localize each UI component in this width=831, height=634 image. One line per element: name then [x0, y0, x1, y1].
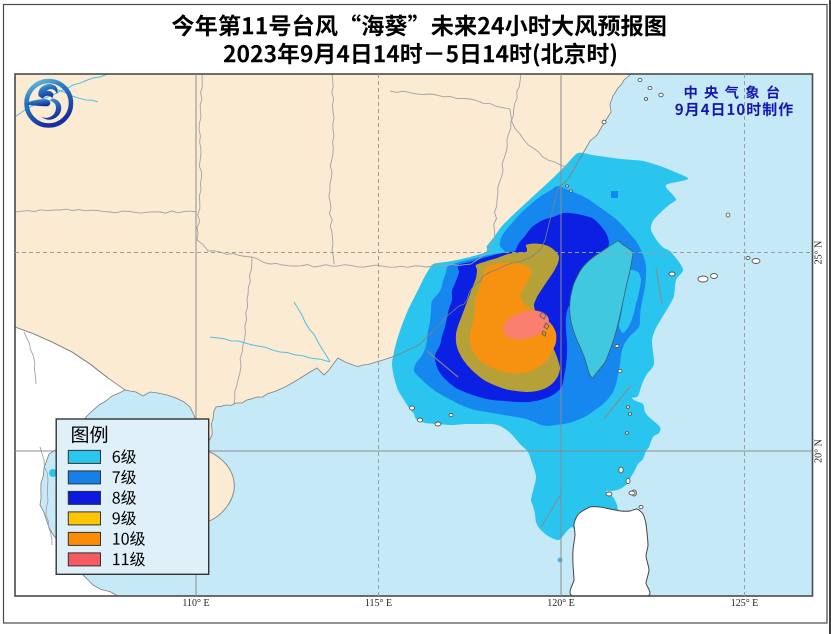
svg-text:20° N: 20° N — [814, 439, 825, 463]
svg-text:125° E: 125° E — [731, 598, 759, 609]
svg-text:120° E: 120° E — [547, 598, 575, 609]
svg-text:115° E: 115° E — [365, 598, 392, 609]
svg-text:25° N: 25° N — [814, 241, 825, 265]
svg-text:110° E: 110° E — [182, 598, 209, 609]
